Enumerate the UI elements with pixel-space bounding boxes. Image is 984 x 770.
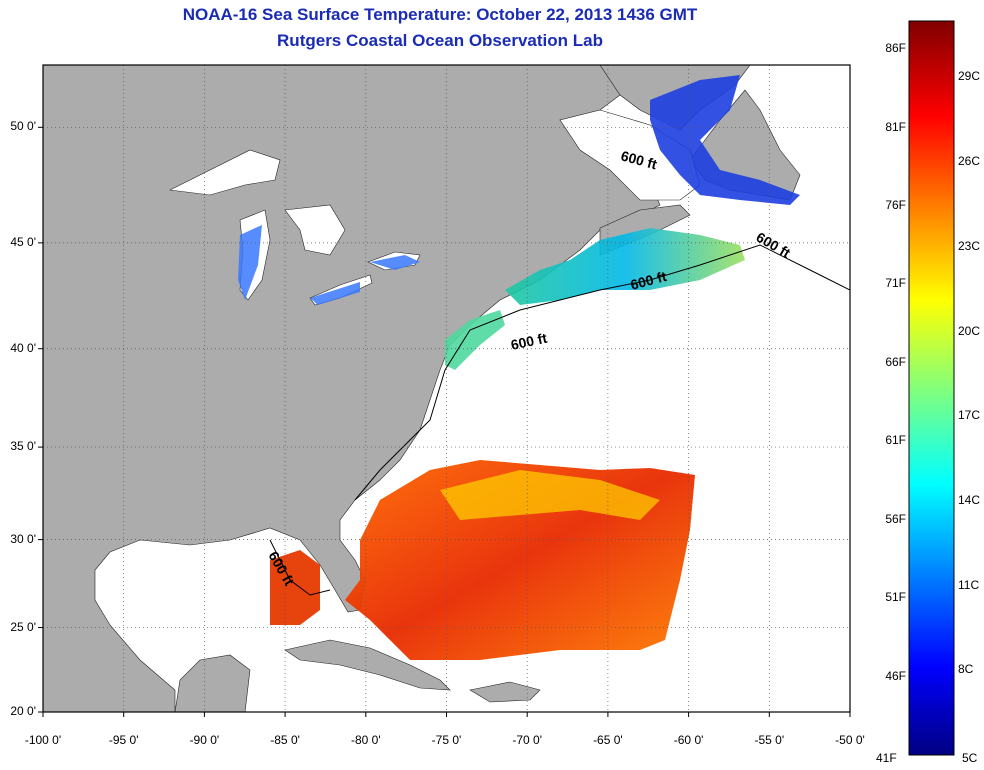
colorbar-c-label: 26C [958,154,981,169]
sst-cool-midatlantic [445,310,505,370]
map-ticks [38,126,851,717]
colorbar-c-label: 20C [958,323,981,338]
lake-superior [168,149,281,196]
colorbar-f-label: 81F [885,119,906,134]
lat-label: 25 0' [10,619,36,634]
lat-label: 20 0' [10,704,36,718]
sst-cold-labrador [650,75,800,205]
colorbar-c-label: 23C [958,238,981,253]
colorbar [908,20,955,756]
map-subtitle: Rutgers Coastal Ocean Observation Lab [277,31,603,50]
lon-label: -100 0' [24,733,62,747]
colorbar-c-label: 29C [958,69,981,84]
land-north-america [43,65,661,712]
sst-yellow-band [440,470,660,520]
colorbar-gradient [908,20,955,756]
land-cuba [284,639,451,691]
lat-label: 45 0' [10,234,36,249]
lon-label: -85 0' [270,733,300,747]
sst-cool-gulf-maine [505,228,745,305]
colorbar-f-label: 46F [885,668,906,683]
colorbar-f-label: 66F [885,354,906,369]
land-yucatan [174,654,251,712]
lat-label: 35 0' [10,439,36,454]
colorbar-f-label: 56F [885,511,906,526]
lon-label: -55 0' [754,733,785,747]
colorbar-c-label: 8C [958,662,974,677]
lat-label: 50 0' [10,119,36,134]
lon-label: -75 0' [431,733,462,747]
colorbar-c-label: 14C [958,492,981,507]
colorbar-c-label: 17C [958,408,981,423]
land-hispaniola [469,681,541,703]
contour-label-4: 600 ft [509,330,548,353]
colorbar-min-c: 5C [962,751,978,765]
colorbar-f-label: 76F [885,198,906,213]
colorbar-f-label: 86F [885,41,906,56]
lon-label: -70 0' [512,733,543,747]
map-title: NOAA-16 Sea Surface Temperature: October… [182,5,698,24]
lat-label: 30 0' [10,531,36,546]
lon-label: -65 0' [593,733,623,747]
sst-warm-gulf [270,550,320,625]
lon-label: -60 0' [673,733,704,747]
colorbar-f-label: 71F [885,276,906,291]
map-grid [43,65,850,712]
colorbar-f-label: 51F [885,590,906,605]
colorbar-c-label: 11C [958,577,980,592]
lake-huron [284,204,346,256]
lon-label: -50 0' [835,733,865,747]
gulf-st-lawrence [559,109,701,201]
sst-lakes [238,225,420,305]
lat-label: 40 0' [10,340,36,355]
lon-label: -90 0' [189,733,220,747]
lon-label: -95 0' [108,733,139,747]
colorbar-f-label: 61F [885,433,906,448]
contour-600ft [269,244,850,596]
lon-label: -80 0' [350,733,381,747]
colorbar-min-f: 41F [876,751,897,765]
